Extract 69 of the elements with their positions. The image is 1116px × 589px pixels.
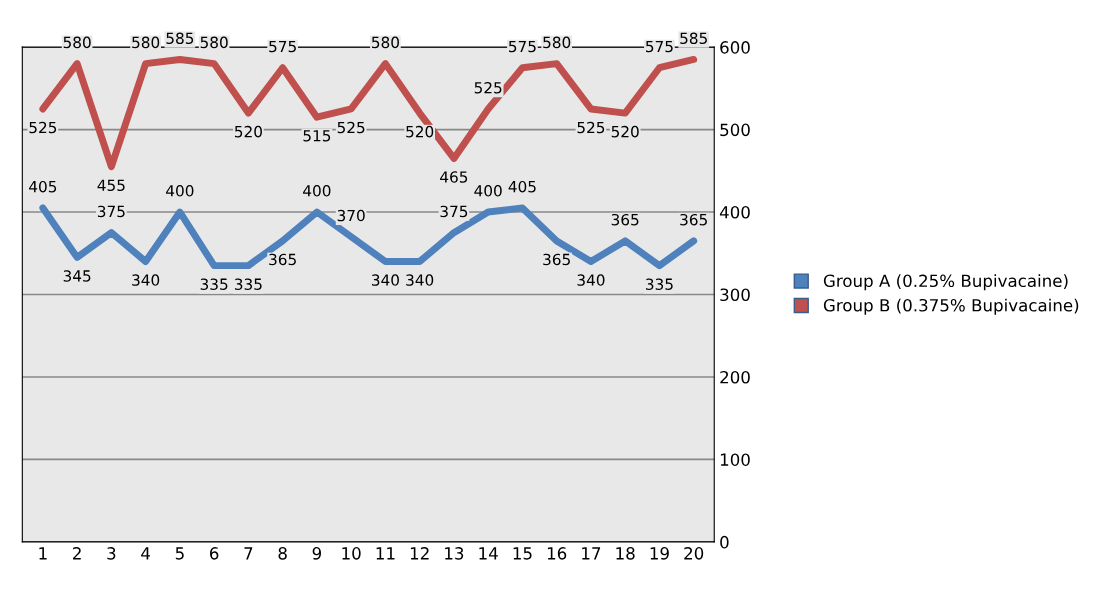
data-label: 400 — [166, 185, 194, 197]
data-label: 375 — [440, 205, 468, 218]
data-label: 525 — [474, 81, 502, 94]
y-tick-label: 100 — [720, 453, 750, 466]
data-label: 525 — [577, 121, 605, 134]
y-tick-label: 200 — [720, 370, 750, 384]
x-tick-label: 18 — [616, 547, 635, 560]
data-label: 585 — [166, 32, 194, 45]
data-label: 580 — [132, 36, 160, 49]
x-tick-label: 20 — [684, 547, 704, 560]
data-label: 365 — [269, 253, 296, 266]
x-tick-label: 12 — [410, 547, 429, 560]
data-label: 525 — [29, 121, 57, 134]
data-label: 345 — [63, 270, 91, 282]
data-label: 405 — [29, 180, 57, 193]
data-label: 340 — [371, 274, 399, 286]
x-tick-label: 1 — [39, 547, 47, 560]
data-label: 340 — [132, 274, 160, 286]
data-label: 370 — [337, 209, 365, 222]
data-label: 520 — [611, 125, 639, 138]
data-label: 580 — [200, 36, 228, 49]
y-tick-label: 0 — [720, 535, 729, 549]
x-tick-label: 7 — [244, 547, 253, 560]
x-tick-label: 4 — [141, 547, 150, 560]
data-label: 340 — [406, 274, 434, 286]
x-tick-label: 6 — [210, 547, 219, 560]
data-label: 575 — [269, 40, 296, 53]
data-label: 335 — [200, 278, 228, 290]
x-tick-label: 3 — [107, 547, 116, 560]
data-label: 400 — [303, 185, 331, 197]
legend-label: Group A (0.25% Bupivacaine) — [823, 274, 1068, 291]
data-label: 580 — [63, 36, 91, 49]
x-tick-label: 17 — [582, 547, 601, 560]
x-tick-label: 10 — [342, 547, 361, 560]
data-label: 340 — [577, 274, 605, 286]
data-label: 335 — [646, 278, 673, 290]
x-tick-label: 14 — [479, 547, 498, 560]
x-tick-label: 11 — [376, 547, 395, 560]
data-label: 520 — [234, 125, 262, 138]
x-tick-label: 9 — [312, 547, 322, 560]
data-label: 455 — [97, 179, 125, 192]
data-label: 365 — [611, 213, 639, 226]
data-label: 520 — [406, 125, 434, 138]
y-tick-label: 300 — [720, 288, 750, 302]
data-label: 375 — [97, 205, 125, 218]
data-label: 575 — [646, 40, 673, 53]
data-label: 515 — [303, 130, 331, 142]
data-label: 580 — [372, 36, 399, 49]
x-tick-label: 8 — [278, 547, 287, 560]
y-tick-label: 500 — [720, 123, 750, 137]
x-tick-label: 15 — [513, 547, 532, 560]
x-tick-label: 16 — [547, 547, 567, 560]
data-label: 585 — [680, 32, 707, 45]
data-label: 335 — [234, 278, 262, 290]
y-tick-label: 600 — [720, 41, 750, 54]
data-label: 525 — [337, 121, 365, 134]
x-tick-label: 13 — [445, 547, 464, 560]
data-label: 580 — [543, 36, 571, 49]
legend-label: Group B (0.375% Bupivacaine) — [823, 298, 1079, 315]
y-tick-label: 400 — [719, 206, 750, 219]
x-tick-label: 19 — [650, 547, 669, 560]
x-tick-label: 2 — [73, 547, 81, 560]
data-label: 405 — [508, 180, 536, 193]
data-label: 365 — [680, 213, 707, 226]
data-label: 365 — [543, 253, 570, 266]
data-label: 400 — [474, 185, 502, 197]
x-tick-label: 5 — [175, 547, 184, 560]
data-label: 575 — [509, 40, 536, 53]
data-label: 465 — [440, 171, 468, 183]
